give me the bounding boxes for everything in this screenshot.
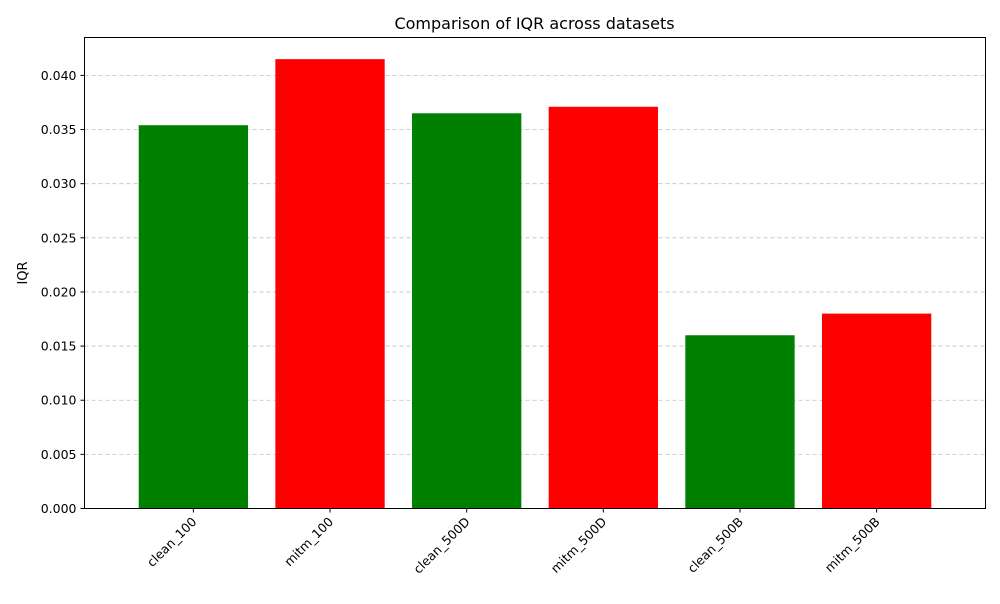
y-tick-label: 0.025: [41, 230, 77, 245]
y-tick-label: 0.000: [41, 501, 77, 516]
bars: [138, 59, 932, 509]
bar-clean_500B: [685, 335, 795, 509]
y-tick-label: 0.015: [41, 339, 77, 354]
bar-clean_500D: [412, 113, 522, 509]
y-tick-label: 0.040: [41, 68, 77, 83]
bar-mitm_100: [275, 59, 385, 509]
y-tick-label: 0.020: [41, 284, 77, 299]
x-tick-label: clean_500B: [684, 514, 746, 576]
x-tick-label: clean_500D: [410, 514, 472, 576]
x-tick-label: mitm_500D: [548, 514, 610, 576]
bar-mitm_500D: [548, 106, 658, 509]
bar-mitm_500B: [821, 313, 932, 509]
y-tick-label: 0.010: [41, 393, 77, 408]
x-tick-label: mitm_100: [281, 514, 336, 569]
y-tick-label: 0.030: [41, 176, 77, 191]
x-tick-label: clean_100: [144, 514, 200, 570]
y-tick-label: 0.035: [41, 122, 77, 137]
bar-clean_100: [138, 125, 249, 509]
plot-frame: [84, 37, 986, 509]
y-tick-label: 0.005: [41, 447, 77, 462]
x-tick-label: mitm_500B: [822, 514, 883, 575]
y-axis-ticks: 0.000 0.005 0.010 0.015 0.020 0.025 0.030 0.035…: [41, 68, 85, 516]
chart-title: Comparison of IQR across datasets: [394, 14, 674, 33]
y-axis-label: IQR: [16, 261, 31, 284]
x-axis-ticks: clean_100 mitm_100 clean_500D mitm_500D clea…: [144, 508, 883, 576]
